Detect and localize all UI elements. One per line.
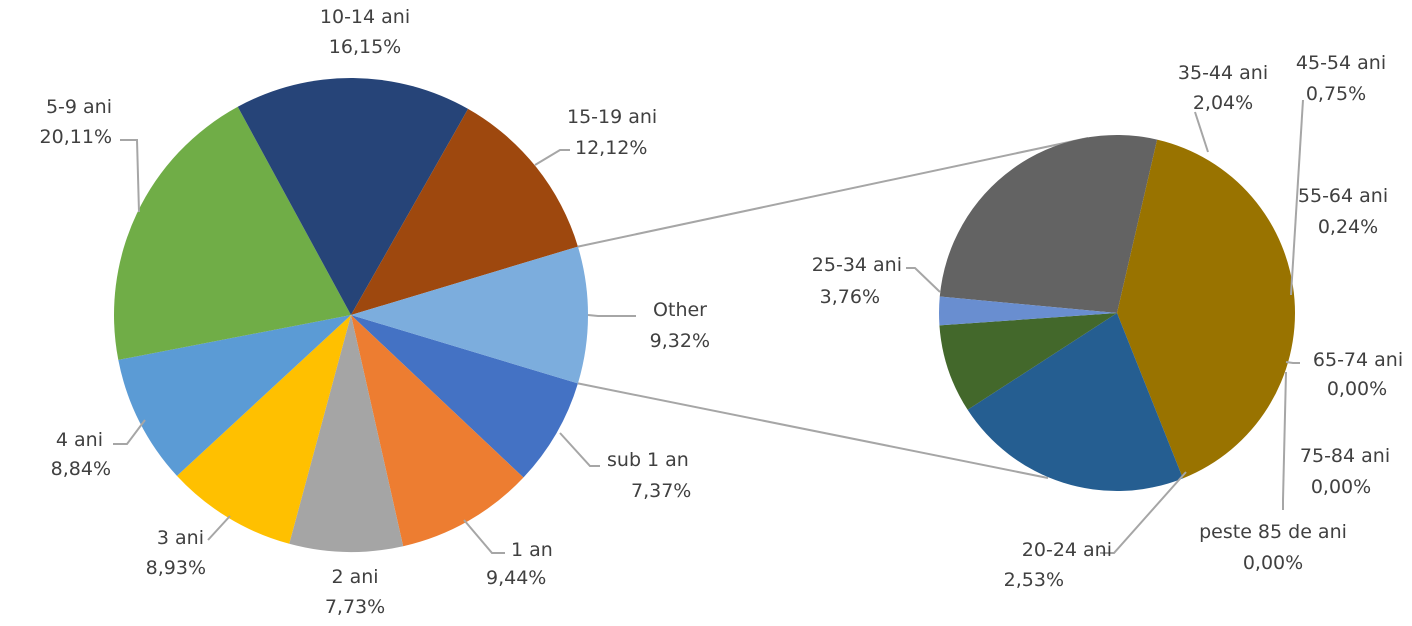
main-slice-4-ani [118, 315, 351, 476]
main-3-ani-percent: 8,93% [146, 557, 206, 579]
main-sub-1-an-percent: 7,37% [631, 480, 691, 502]
secondary-65-74-ani-percent: 0,00% [1327, 378, 1387, 400]
secondary-25-34-ani-label: 25-34 ani [812, 254, 902, 276]
secondary-20-24-ani-label: 20-24 ani [1022, 539, 1112, 561]
main-slice-2-ani [289, 315, 404, 553]
secondary-slice-25-34-ani [1117, 139, 1296, 479]
secondary-75-84-ani-leader-line [1282, 371, 1287, 510]
main-10-14-ani-label: 10-14 ani [320, 6, 410, 28]
main-1-an-label: 1 an [511, 539, 553, 561]
connector-line-bottom [577, 382, 1049, 479]
main-2-ani-percent: 7,73% [325, 596, 385, 618]
main-slice-15-19-ani [351, 108, 578, 316]
secondary-25-34-ani-percent: 3,76% [820, 286, 880, 308]
main-5-9-ani-percent: 20,11% [40, 126, 112, 148]
main-other-label: Other [653, 299, 707, 321]
connector-line-top [577, 137, 1089, 248]
secondary-20-24-ani-percent: 2,53% [1004, 569, 1064, 591]
main-5-9-ani-leader-line [120, 139, 140, 213]
main-1-an-leader-line [463, 519, 505, 554]
main-sub-1-an-leader-line [559, 432, 600, 467]
secondary-45-54-ani-label: 45-54 ani [1296, 52, 1386, 74]
main-4-ani-label: 4 ani [56, 429, 103, 451]
main-4-ani-leader-line [113, 419, 146, 445]
main-other-leader-line [587, 314, 636, 317]
secondary-45-54-ani-percent: 0,75% [1306, 83, 1366, 105]
main-sub-1-an-label: sub 1 an [607, 449, 689, 471]
secondary-65-74-ani-label: 65-74 ani [1313, 349, 1403, 371]
main-slice-5-9-ani [114, 106, 351, 360]
secondary-20-24-ani-leader-line [1100, 471, 1187, 554]
secondary-35-44-ani-percent: 2,04% [1193, 92, 1253, 114]
secondary-75-84-ani-percent: 0,00% [1311, 476, 1371, 498]
secondary-slice-45-54-ani [939, 313, 1117, 410]
main-15-19-ani-percent: 12,12% [575, 137, 647, 159]
main-slice-other [351, 246, 589, 384]
main-slice-sub-1-an [351, 315, 578, 478]
main-5-9-ani-label: 5-9 ani [46, 96, 112, 118]
secondary-35-44-ani-leader-line [1194, 111, 1209, 153]
main-15-19-ani-label: 15-19 ani [567, 106, 657, 128]
main-15-19-ani-leader-line [534, 149, 570, 166]
main-3-ani-leader-line [207, 515, 231, 541]
secondary-slice-55-64-ani [939, 296, 1117, 326]
main-3-ani-label: 3 ani [157, 527, 204, 549]
secondary-slice-35-44-ani [967, 313, 1183, 491]
main-10-14-ani-percent: 16,15% [329, 36, 401, 58]
secondary-45-54-ani-leader-line [1290, 99, 1304, 296]
main-slice-1-an [351, 315, 524, 547]
main-1-an-percent: 9,44% [486, 567, 546, 589]
secondary-55-64-ani-percent: 0,24% [1318, 216, 1378, 238]
secondary-75-84-ani-label: 75-84 ani [1300, 445, 1390, 467]
main-4-ani-percent: 8,84% [51, 458, 111, 480]
secondary-peste-85-de-ani-percent: 0,00% [1243, 552, 1303, 574]
secondary-slice-20-24-ani [939, 134, 1158, 313]
main-other-percent: 9,32% [650, 330, 710, 352]
main-2-ani-label: 2 ani [331, 566, 378, 588]
secondary-25-34-ani-leader-line [906, 267, 941, 293]
main-slice-3-ani [176, 315, 351, 544]
secondary-35-44-ani-label: 35-44 ani [1178, 62, 1268, 84]
secondary-55-64-ani-label: 55-64 ani [1298, 185, 1388, 207]
secondary-peste-85-de-ani-label: peste 85 de ani [1199, 521, 1347, 543]
main-slice-10-14-ani [237, 77, 469, 315]
secondary-65-74-ani-leader-line [1285, 361, 1300, 364]
